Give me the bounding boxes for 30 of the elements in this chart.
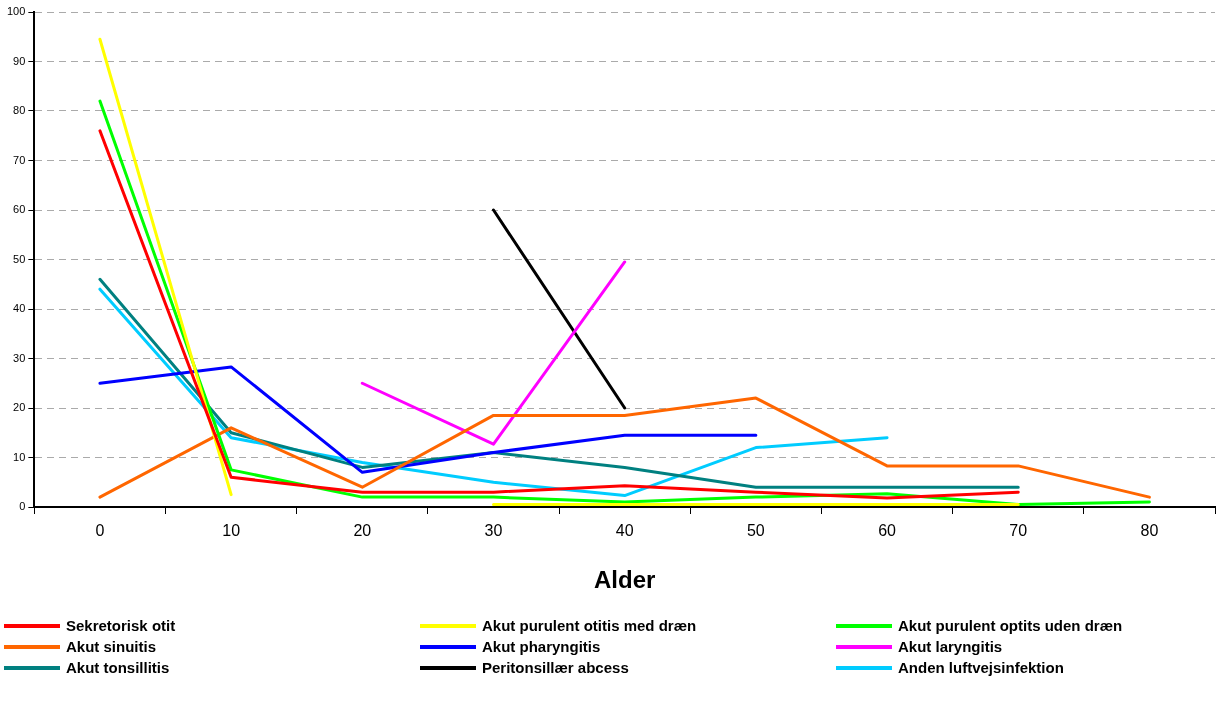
y-tick-label: 50 xyxy=(13,252,26,265)
y-tick-label: 20 xyxy=(13,401,26,414)
x-tick-label: 20 xyxy=(353,522,372,540)
legend-label: Sekretorisk otit xyxy=(66,617,176,634)
y-tick-label: 30 xyxy=(13,351,26,364)
y-tick-label: 70 xyxy=(13,153,26,166)
x-tick-label: 70 xyxy=(1009,522,1028,540)
x-tick-label: 0 xyxy=(95,522,105,540)
y-tick-label: 90 xyxy=(13,54,26,67)
legend-label: Akut pharyngitis xyxy=(482,638,601,655)
legend-label: Akut laryngitis xyxy=(898,638,1003,655)
legend-label: Akut sinuitis xyxy=(66,638,157,655)
legend-label: Akut purulent optits uden dræn xyxy=(898,617,1123,634)
x-tick-label: 50 xyxy=(746,522,765,540)
x-tick-label: 10 xyxy=(222,522,241,540)
y-tick-label: 60 xyxy=(13,203,26,216)
x-tick-label: 40 xyxy=(615,522,634,540)
y-tick-label: 80 xyxy=(13,104,26,117)
x-tick-label: 30 xyxy=(484,522,503,540)
legend-label: Akut tonsillitis xyxy=(66,659,170,676)
y-tick-label: 100 xyxy=(6,5,26,18)
legend-label: Anden luftvejsinfektion xyxy=(898,659,1064,676)
y-tick-label: 10 xyxy=(13,450,26,463)
x-tick-label: 60 xyxy=(878,522,897,540)
x-tick-label: 80 xyxy=(1140,522,1159,540)
legend-label: Peritonsillær abcess xyxy=(482,659,629,676)
y-tick-label: 0 xyxy=(19,500,26,513)
y-tick-label: 40 xyxy=(13,302,26,315)
x-axis-title: Alder xyxy=(594,566,656,594)
legend-label: Akut purulent otitis med dræn xyxy=(482,617,697,634)
